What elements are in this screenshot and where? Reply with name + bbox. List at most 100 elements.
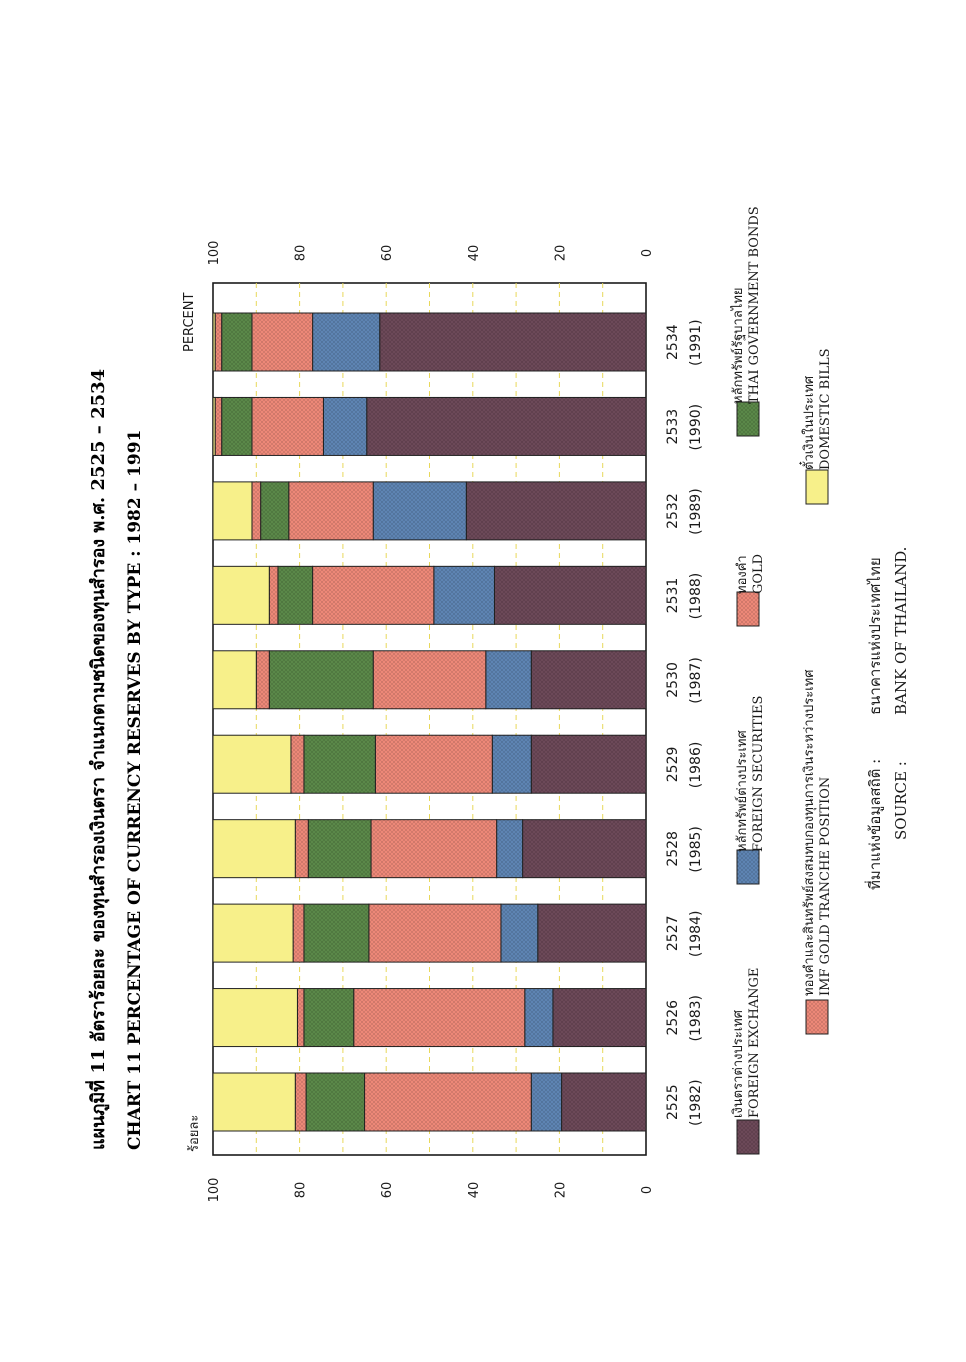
bar-hatch bbox=[269, 566, 278, 625]
category-label-be: 2527 bbox=[665, 915, 681, 951]
category-labels: 2525 (1982) 2526 (1983) 2527 (1984) 2528 (1985)… bbox=[665, 319, 704, 1126]
bar-hatch bbox=[303, 988, 354, 1047]
category-label-ce: (1983) bbox=[688, 995, 704, 1042]
bar-hatch bbox=[466, 481, 646, 540]
bar-hatch bbox=[251, 481, 261, 540]
bar-hatch bbox=[531, 650, 646, 709]
legend-label-english: THAI GOVERNMENT BONDS bbox=[747, 206, 762, 404]
bar-segment-domestic-bills bbox=[212, 819, 296, 879]
category-label-be: 2526 bbox=[665, 1000, 681, 1036]
legend-label-english: FOREIGN EXCHANGE bbox=[747, 968, 762, 1118]
bar-hatch bbox=[293, 904, 304, 963]
category-label-be: 2529 bbox=[665, 747, 681, 783]
category-label-ce: (1991) bbox=[688, 319, 704, 366]
legend-label-thai: ทองคำและสินทรัพย์สงสมทบกองทุนการเงินระหว… bbox=[801, 669, 817, 996]
bar-segment-domestic-bills bbox=[212, 650, 257, 710]
y-tick-label-top: 80 bbox=[294, 245, 309, 262]
category-label-ce: (1984) bbox=[688, 911, 704, 958]
category-label-ce: (1988) bbox=[688, 573, 704, 620]
bar-hatch bbox=[288, 481, 374, 540]
legend-label-thai: ตั๋วเงินในประเทศ bbox=[799, 375, 817, 470]
bar-hatch bbox=[215, 397, 222, 456]
bar-hatch bbox=[524, 988, 553, 1047]
bars-layer bbox=[212, 312, 647, 1132]
legend-label-thai: ทองคำ bbox=[735, 555, 750, 594]
bar-hatch bbox=[494, 566, 646, 625]
bar-hatch bbox=[492, 735, 532, 794]
y-axis-bottom: 0 20 40 60 80 100 bbox=[207, 1178, 655, 1203]
y-tick-label-top: 0 bbox=[640, 249, 655, 257]
bar-segment-domestic-bills bbox=[212, 565, 270, 625]
bar-hatch bbox=[371, 819, 497, 878]
legend-label-english: IMF GOLD TRANCHE POSITION bbox=[818, 777, 833, 996]
legend-swatch-hatch bbox=[737, 402, 759, 436]
bar-hatch bbox=[297, 988, 304, 1047]
category-label-be: 2531 bbox=[665, 578, 681, 614]
category-label-ce: (1987) bbox=[688, 657, 704, 704]
y-axis-top: 0 20 40 60 80 100 bbox=[207, 241, 655, 266]
bar-hatch bbox=[312, 313, 380, 371]
y-tick-label: 80 bbox=[294, 1182, 309, 1199]
legend-label-english: FOREIGN SECURITIES bbox=[751, 696, 766, 852]
y-tick-label-top: 60 bbox=[380, 245, 395, 262]
bar-hatch bbox=[221, 397, 252, 456]
bar-segment-domestic-bills bbox=[212, 988, 298, 1048]
y-axis-title-thai: ร้อยละ bbox=[187, 1115, 202, 1152]
legend-swatch-hatch bbox=[737, 850, 759, 884]
bar-hatch bbox=[251, 313, 313, 371]
bar-hatch bbox=[215, 313, 222, 371]
bar-segment-domestic-bills bbox=[212, 312, 216, 372]
source-label-english: SOURCE : bbox=[892, 761, 910, 840]
bar-hatch bbox=[290, 735, 304, 794]
bar-hatch bbox=[373, 650, 486, 709]
bar-hatch bbox=[308, 819, 372, 878]
bar-hatch bbox=[368, 904, 501, 963]
category-label-ce: (1989) bbox=[688, 488, 704, 535]
bar-hatch bbox=[366, 397, 646, 456]
bar-hatch bbox=[531, 735, 646, 794]
legend-label-english: GOLD bbox=[751, 554, 766, 594]
y-tick-label: 40 bbox=[467, 1182, 482, 1199]
legend-swatch-hatch bbox=[737, 592, 759, 626]
legend-swatch-domestic-bills bbox=[805, 469, 829, 505]
y-tick-label-top: 20 bbox=[553, 245, 568, 262]
bar-segment-domestic-bills bbox=[212, 734, 292, 794]
legend-label-thai: เงินตราต่างประเทศ bbox=[731, 1009, 746, 1118]
legend-label-english: DOMESTIC BILLS bbox=[818, 348, 833, 470]
bar-hatch bbox=[552, 988, 646, 1047]
bar-hatch bbox=[260, 481, 289, 540]
bar-hatch bbox=[221, 313, 252, 371]
category-label-be: 2533 bbox=[665, 409, 681, 445]
bar-hatch bbox=[537, 904, 646, 963]
bar-hatch bbox=[312, 566, 434, 625]
y-tick-label: 20 bbox=[553, 1182, 568, 1199]
y-tick-label-top: 40 bbox=[467, 245, 482, 262]
bar-hatch bbox=[251, 397, 324, 456]
bar-hatch bbox=[373, 481, 467, 540]
legend: เงินตราต่างประเทศ FOREIGN EXCHANGE หลักทรั… bbox=[730, 206, 833, 1155]
legend-label-thai: หลักทรัพย์ต่างประเทศ bbox=[734, 730, 750, 852]
source-value-thai: ธนาคารแห่งประเทศไทย bbox=[866, 557, 884, 715]
category-label-be: 2528 bbox=[665, 831, 681, 867]
chart-title-english: CHART 11 PERCENTAGE OF CURRENCY RESERVES… bbox=[125, 430, 145, 1150]
bar-segment-domestic-bills bbox=[212, 1072, 296, 1132]
bar-hatch bbox=[364, 1073, 532, 1131]
category-label-ce: (1986) bbox=[688, 742, 704, 789]
source-value-english: BANK OF THAILAND. bbox=[892, 547, 910, 715]
bar-hatch bbox=[496, 819, 523, 878]
legend-swatch-hatch bbox=[737, 1120, 759, 1154]
y-tick-label: 100 bbox=[207, 1178, 222, 1203]
bar-hatch bbox=[353, 988, 525, 1047]
category-label-be: 2530 bbox=[665, 662, 681, 698]
bar-hatch bbox=[500, 904, 538, 963]
bar-hatch bbox=[256, 650, 270, 709]
bar-hatch bbox=[277, 566, 313, 625]
bar-hatch bbox=[269, 650, 374, 709]
bar-segment-domestic-bills bbox=[212, 396, 216, 456]
bar-hatch bbox=[303, 904, 369, 963]
source-label-thai: ที่มาแห่งข้อมูลสถิติ : bbox=[864, 759, 884, 890]
bar-hatch bbox=[295, 819, 309, 878]
bar-hatch bbox=[531, 1073, 562, 1131]
